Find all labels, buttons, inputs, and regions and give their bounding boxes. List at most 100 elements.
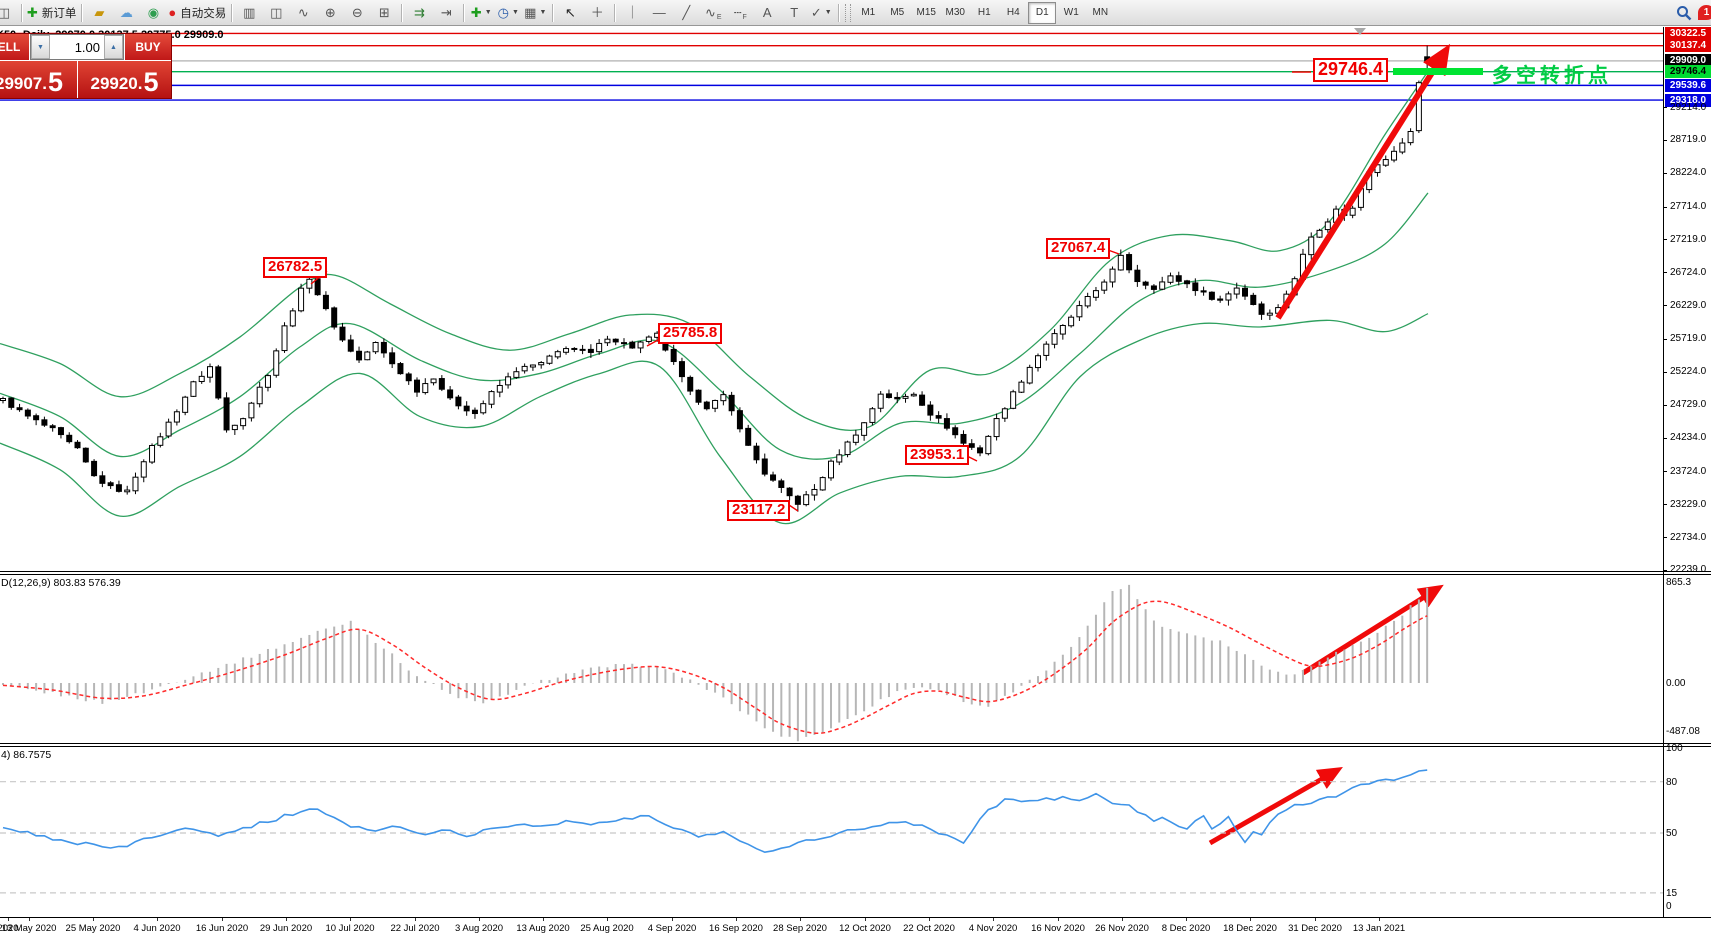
candle-bullish (852, 434, 859, 443)
toolbar-separator (21, 3, 22, 22)
crosshair-icon[interactable]: ＋ (590, 5, 604, 20)
turning-point-bar[interactable] (1393, 68, 1483, 76)
label-connector (646, 339, 659, 347)
candle-bearish (16, 407, 23, 411)
candle-bearish (115, 484, 122, 492)
main-chart-panel[interactable] (0, 32, 1663, 525)
price-note-23953.1[interactable]: 23953.1 (905, 444, 970, 466)
period-button-MN[interactable]: MN (1092, 7, 1109, 18)
volume-up-button[interactable]: ▲ (104, 35, 123, 59)
panel-separator[interactable] (0, 571, 1711, 575)
templates-icon[interactable]: ▦ ▼ (524, 5, 547, 20)
chart-shift-marker[interactable] (1354, 28, 1366, 35)
ask-price[interactable]: 29920. 5 (78, 61, 171, 98)
price-axis-label: 27714.0 (1670, 201, 1707, 213)
cloud-icon[interactable]: ☁ (119, 5, 133, 20)
fibonacci-icon[interactable]: ┄ F (733, 5, 747, 21)
date-tick (415, 918, 416, 921)
toolbar-separator (463, 3, 465, 22)
candle-bullish (1266, 312, 1273, 316)
text-label-icon[interactable]: T (790, 5, 799, 20)
date-label: 4 Sep 2020 (647, 923, 697, 934)
period-button-M1[interactable]: M1 (861, 7, 876, 18)
candle-bullish (521, 365, 528, 372)
bid-price[interactable]: 29907. 5 (0, 61, 78, 98)
arrows-tool-icon[interactable]: ✓ ▼ (810, 5, 832, 20)
equidistant-channel-icon[interactable]: ∿ E (704, 5, 722, 21)
period-button-M30[interactable]: M30 (945, 7, 965, 18)
tile-windows-icon[interactable]: ⊞ (378, 5, 390, 20)
buy-button[interactable]: BUY (124, 34, 171, 60)
candle-bullish (1159, 281, 1166, 290)
price-axis-tick (1663, 437, 1667, 439)
candle-bearish (74, 441, 81, 449)
period-button-M5[interactable]: M5 (890, 7, 905, 18)
date-label: 8 Dec 2020 (1161, 923, 1211, 934)
zoom-in-icon[interactable]: ⊕ (324, 5, 336, 20)
turning-point-note[interactable]: 多空转折点 (1492, 62, 1612, 87)
candle-bullish (1010, 391, 1017, 409)
text-icon[interactable]: A (762, 5, 772, 20)
candlestick-chart-icon[interactable]: ◫ (270, 5, 283, 20)
price-note-26782.5[interactable]: 26782.5 (263, 257, 328, 278)
candle-bullish (273, 350, 280, 376)
auto-trading-button[interactable]: ● 自动交易 (168, 5, 227, 20)
period-button-M15[interactable]: M15 (916, 7, 936, 18)
candle-bearish (356, 350, 363, 361)
candle-bullish (149, 444, 156, 463)
trend-arrow-macd[interactable] (1301, 584, 1444, 676)
candle-bearish (952, 427, 959, 436)
rsi-panel[interactable] (0, 767, 1663, 894)
cursor-icon[interactable]: ↖ (564, 5, 576, 20)
candle-bullish (720, 394, 727, 402)
macd-panel[interactable] (2, 584, 1444, 742)
gold-icon[interactable]: ▰ (94, 5, 105, 20)
line-chart-icon[interactable]: ∿ (297, 5, 309, 20)
volume-down-button[interactable]: ▼ (31, 35, 50, 59)
volume-value[interactable]: 1.00 (74, 39, 100, 55)
period-button-D1[interactable]: D1 (1028, 1, 1057, 24)
horizontal-line-icon[interactable]: — (652, 5, 666, 20)
auto-scroll-icon[interactable]: ⇉ (413, 5, 425, 20)
period-button-H1[interactable]: H1 (977, 7, 991, 18)
search-icon[interactable] (1676, 5, 1692, 21)
sell-button[interactable]: SELL (0, 34, 30, 60)
period-button-W1[interactable]: W1 (1063, 7, 1079, 18)
panel-separator[interactable] (0, 743, 1711, 747)
volume-stepper[interactable]: ▼ 1.00 ▲ (30, 34, 124, 60)
price-note-25785.8[interactable]: 25785.8 (658, 323, 723, 344)
trend-arrow-main[interactable] (1275, 43, 1451, 320)
candle-bearish (919, 394, 926, 406)
bar-chart-icon[interactable]: ▥ (243, 5, 256, 20)
market-watch-icon[interactable]: ◫ (0, 5, 11, 20)
zoom-out-icon[interactable]: ⊖ (351, 5, 363, 20)
toolbar-separator (614, 3, 616, 22)
price-axis-border (1663, 27, 1664, 918)
price-note-27067.4[interactable]: 27067.4 (1046, 238, 1111, 259)
price-axis-tick (1663, 371, 1667, 373)
periods-icon[interactable]: ◷ ▼ (497, 5, 519, 20)
candle-bullish (1233, 287, 1240, 295)
candle-bullish (1349, 207, 1356, 216)
date-tick (607, 918, 608, 921)
trend-arrow-rsi[interactable] (1208, 767, 1343, 846)
vertical-line-icon[interactable]: ｜ (625, 5, 639, 20)
price-note-23117.2[interactable]: 23117.2 (727, 500, 791, 521)
chart-shift-icon[interactable]: ⇥ (440, 5, 452, 20)
toolbar-grip[interactable] (845, 3, 852, 22)
trendline-icon[interactable]: ╱ (682, 5, 691, 20)
notifications-icon[interactable]: 1 (1698, 5, 1711, 20)
signal-icon[interactable]: ◉ (147, 5, 160, 20)
new-order-button[interactable]: ✚ 新订单 (27, 5, 77, 20)
date-axis[interactable]: 2020 13 May 2020 25 May 2020 4 Jun 2020 16 J… (0, 918, 1711, 937)
price-note-29746.4[interactable]: 29746.4 (1313, 58, 1389, 83)
macd-label: D(12,26,9) 803.83 576.39 (1, 577, 121, 589)
candle-bullish (877, 393, 884, 409)
candle-bearish (314, 278, 321, 296)
candle-bullish (1068, 316, 1075, 327)
candle-bullish (993, 418, 1000, 438)
period-button-H4[interactable]: H4 (1006, 7, 1020, 18)
date-tick (543, 918, 544, 921)
indicators-icon[interactable]: ✚ ▼ (470, 5, 492, 20)
